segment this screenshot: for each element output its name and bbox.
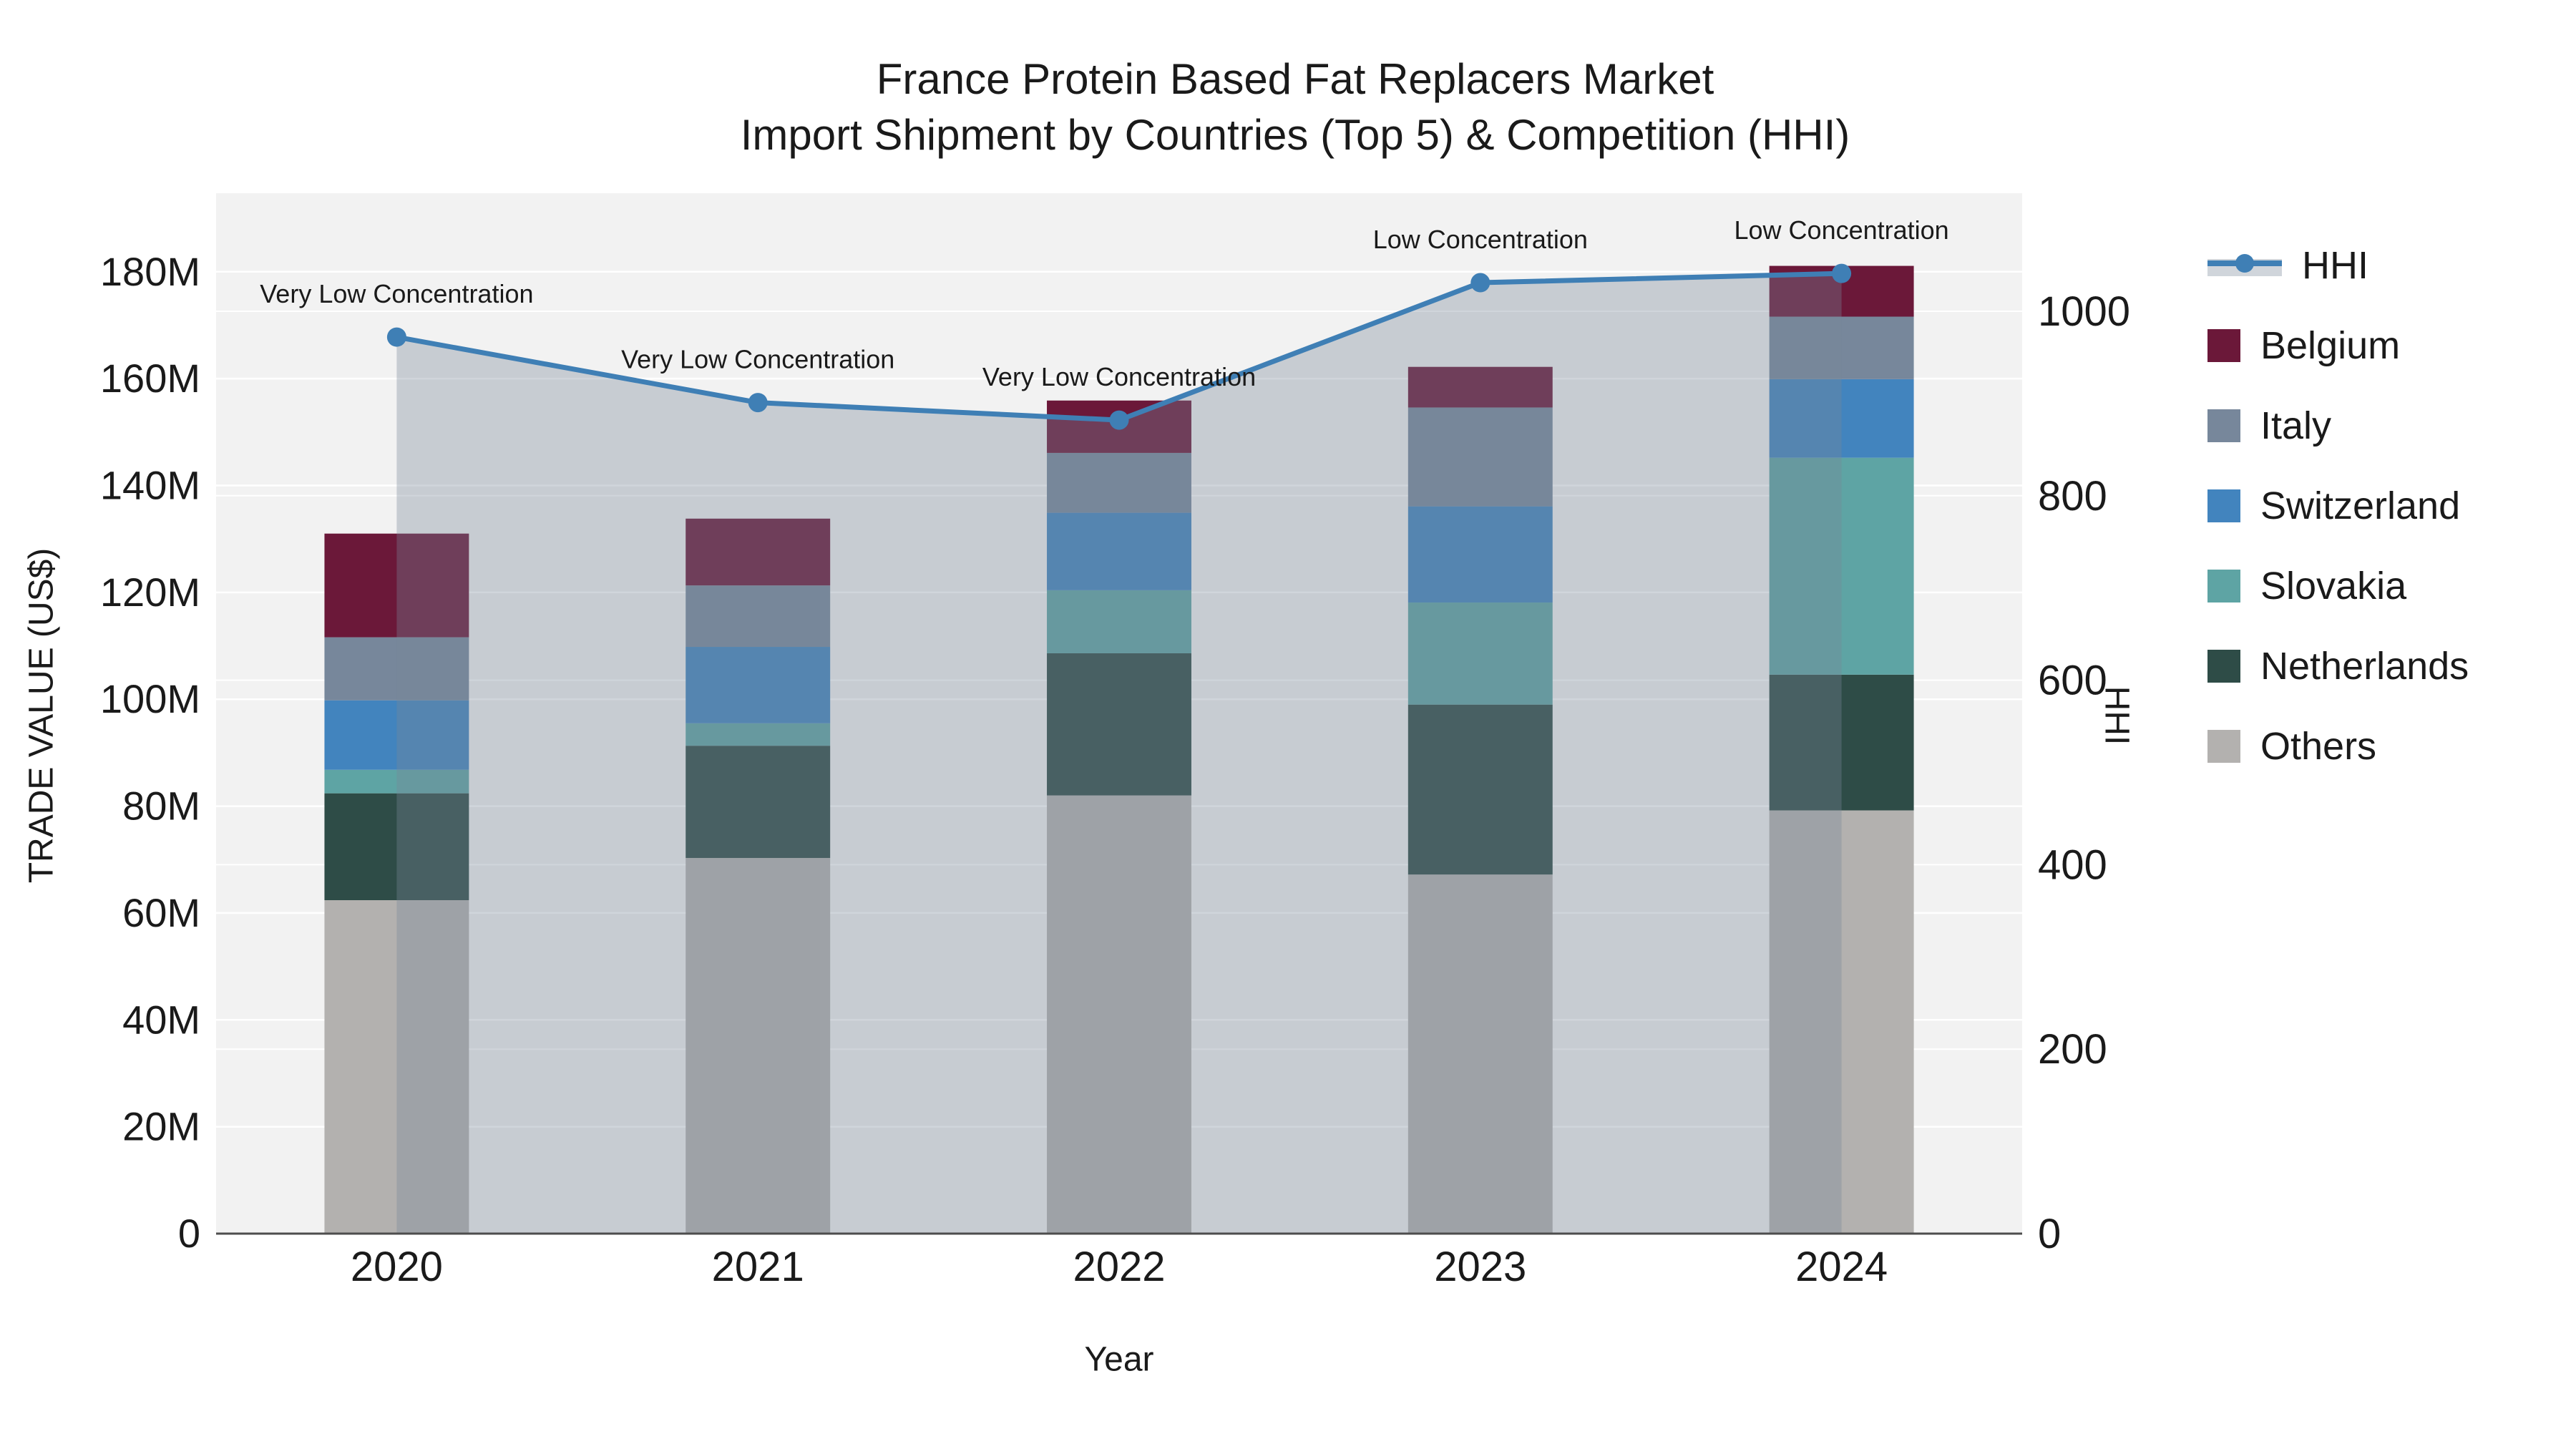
bar-segment-2021-slovakia xyxy=(686,723,831,746)
hhi-marker-2021 xyxy=(748,393,768,413)
x-tick-2023: 2023 xyxy=(1434,1244,1526,1290)
hhi-area-fill xyxy=(396,273,1842,1234)
y-left-tick-20M: 20M xyxy=(122,1104,200,1149)
annotation-2023: Low Concentration xyxy=(1373,225,1588,254)
legend-label: Slovakia xyxy=(2260,565,2407,608)
annotation-2021: Very Low Concentration xyxy=(621,345,894,374)
legend-label: Belgium xyxy=(2260,324,2401,367)
bar-segment-2022-slovakia xyxy=(1047,590,1191,653)
y-right-tick-200: 200 xyxy=(2038,1026,2107,1073)
hhi-marker-2020 xyxy=(386,327,406,347)
bar-segment-2021-italy xyxy=(686,585,831,648)
y-right-tick-1000: 1000 xyxy=(2038,288,2130,335)
y-right-tick-600: 600 xyxy=(2038,658,2107,704)
y-right-axis-title: HHI xyxy=(2097,686,2136,746)
hhi-line-icon xyxy=(2207,249,2282,282)
chart-title-line2: Import Shipment by Countries (Top 5) & C… xyxy=(740,111,1850,159)
legend-item-others[interactable]: Others xyxy=(2207,724,2469,769)
x-tick-2022: 2022 xyxy=(1073,1244,1165,1290)
bar-segment-2021-belgium xyxy=(686,518,831,586)
legend-item-hhi[interactable]: HHI xyxy=(2207,243,2469,288)
slovakia-color-swatch xyxy=(2207,570,2240,602)
hhi-marker-2022 xyxy=(1109,410,1129,430)
legend-item-netherlands[interactable]: Netherlands xyxy=(2207,644,2469,688)
bar-segment-2022-italy xyxy=(1047,452,1191,513)
bar-segment-2023-italy xyxy=(1407,407,1553,507)
bar-segment-2023-slovakia xyxy=(1407,602,1553,705)
netherlands-color-swatch xyxy=(2207,650,2240,683)
bar-segment-2022-switzerland xyxy=(1047,512,1191,590)
x-axis-title: Year xyxy=(1084,1340,1154,1379)
y-left-tick-100M: 100M xyxy=(100,676,200,721)
bar-segment-2022-netherlands xyxy=(1047,653,1191,796)
x-tick-2021: 2021 xyxy=(712,1244,804,1290)
y-left-tick-180M: 180M xyxy=(100,249,200,294)
annotation-2020: Very Low Concentration xyxy=(260,279,533,308)
chart-title: France Protein Based Fat Replacers Marke… xyxy=(741,52,1850,163)
legend-label: Switzerland xyxy=(2260,484,2461,527)
switzerland-color-swatch xyxy=(2207,489,2240,522)
legend-label: Italy xyxy=(2260,404,2332,447)
y-left-tick-60M: 60M xyxy=(122,890,200,935)
bar-segment-2023-switzerland xyxy=(1407,506,1553,603)
bar-segment-2024-others xyxy=(1769,810,1914,1234)
bar-segment-2021-others xyxy=(686,858,831,1234)
hhi-marker-2024 xyxy=(1832,263,1852,283)
belgium-color-swatch xyxy=(2207,329,2240,362)
y-left-tick-40M: 40M xyxy=(122,997,200,1042)
bar-segment-2021-switzerland xyxy=(686,647,831,723)
legend-item-belgium[interactable]: Belgium xyxy=(2207,323,2469,368)
bar-segment-2020-switzerland xyxy=(324,700,469,770)
annotation-2022: Very Low Concentration xyxy=(982,362,1256,391)
annotation-2024: Low Concentration xyxy=(1735,215,1949,245)
others-color-swatch xyxy=(2207,730,2240,763)
legend: HHI Belgium Italy Switzerland Slovakia N… xyxy=(2207,243,2469,769)
y-left-tick-160M: 160M xyxy=(100,356,200,401)
x-tick-2020: 2020 xyxy=(351,1244,443,1290)
y-right-tick-800: 800 xyxy=(2038,473,2107,519)
legend-item-italy[interactable]: Italy xyxy=(2207,404,2469,448)
bar-segment-2024-switzerland xyxy=(1769,379,1914,458)
legend-label: Others xyxy=(2260,725,2377,768)
hhi-marker-2023 xyxy=(1470,273,1491,293)
y-left-axis-title: TRADE VALUE (US$) xyxy=(22,547,61,884)
x-tick-2024: 2024 xyxy=(1795,1244,1888,1290)
bar-segment-2023-others xyxy=(1407,874,1553,1234)
legend-item-switzerland[interactable]: Switzerland xyxy=(2207,484,2469,528)
bar-segment-2020-slovakia xyxy=(324,769,469,794)
italy-color-swatch xyxy=(2207,409,2240,442)
y-left-tick-140M: 140M xyxy=(100,462,200,507)
bar-segment-2020-italy xyxy=(324,637,469,701)
bar-segment-2020-others xyxy=(324,900,469,1234)
bar-segment-2020-belgium xyxy=(324,533,469,638)
legend-item-slovakia[interactable]: Slovakia xyxy=(2207,564,2469,608)
hhi-marker-swatch xyxy=(2235,254,2254,273)
bar-segment-2023-netherlands xyxy=(1407,704,1553,875)
bar-segment-2021-netherlands xyxy=(686,746,831,859)
bar-segment-2024-slovakia xyxy=(1769,457,1914,675)
bar-segment-2023-belgium xyxy=(1407,366,1553,408)
bar-segment-2022-others xyxy=(1047,795,1191,1234)
y-left-tick-80M: 80M xyxy=(122,784,200,829)
legend-label: HHI xyxy=(2302,244,2368,287)
bar-segment-2024-netherlands xyxy=(1769,674,1914,811)
y-left-tick-0: 0 xyxy=(178,1211,200,1256)
bar-segment-2020-netherlands xyxy=(324,793,469,901)
bar-segment-2024-italy xyxy=(1769,316,1914,379)
y-right-tick-400: 400 xyxy=(2038,841,2107,888)
y-left-tick-120M: 120M xyxy=(100,570,200,615)
y-right-tick-0: 0 xyxy=(2038,1211,2061,1257)
chart-title-line1: France Protein Based Fat Replacers Marke… xyxy=(876,55,1714,103)
legend-label: Netherlands xyxy=(2260,645,2469,688)
